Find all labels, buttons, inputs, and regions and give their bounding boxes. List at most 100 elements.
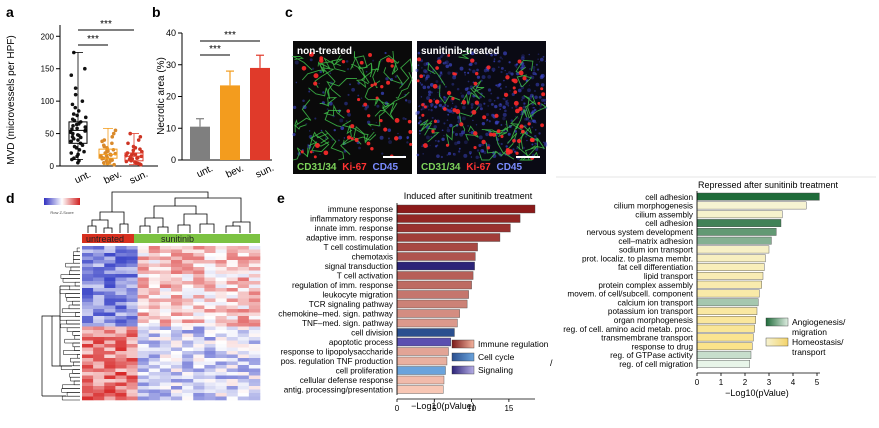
repressed-xlabel: −Log10(pValue) <box>725 388 789 398</box>
repressed-xtick-label: 3 <box>767 378 772 387</box>
a-point-unt <box>69 130 73 135</box>
repressed-bar-label: transmembrane transport <box>601 334 694 343</box>
repressed-legend-label: migration <box>792 327 827 337</box>
induced-bar-label: regulation of imm. response <box>292 281 393 290</box>
induced-bar-19 <box>396 385 444 394</box>
repressed-xtick-label: 1 <box>719 378 724 387</box>
repressed-bar-label: movem. of cell/subcell. component <box>567 290 693 299</box>
micrograph-right-title: sunitinib-treated <box>421 46 499 57</box>
induced-bar-label: cellular defense response <box>300 376 394 385</box>
panel-b-ylabel: Necrotic area (%) <box>156 57 167 135</box>
a-point-unt <box>80 99 85 103</box>
repressed-bar-label: prot. localiz. to plasma membr. <box>582 254 693 263</box>
repressed-bar-3 <box>696 219 782 227</box>
repressed-bar-label: cilium assembly <box>635 210 694 219</box>
induced-bar-label: T cell costimulation <box>324 243 394 252</box>
repressed-xtick-label: 0 <box>695 378 700 387</box>
heatmap <box>82 246 261 401</box>
induced-bar-9 <box>396 290 469 299</box>
a-point-bev <box>101 160 106 165</box>
panel-c-letter: c <box>285 4 293 20</box>
a-ytick-label: 150 <box>41 65 55 74</box>
group-label-sunitinib: sunitinib <box>161 234 194 244</box>
a-point-unt <box>69 139 74 144</box>
repressed-bar-8 <box>696 263 765 271</box>
b-ytick-label: 0 <box>171 155 176 165</box>
slash-mark: / <box>550 358 553 368</box>
a-point-unt <box>72 144 77 149</box>
a-xlabel: bev. <box>102 169 123 187</box>
a-point-unt <box>73 92 78 97</box>
a-point-unt <box>75 133 80 137</box>
b-ytick-label: 20 <box>166 92 176 102</box>
induced-bar-16 <box>396 356 448 366</box>
stain-cd45-left: CD45 <box>372 162 398 173</box>
induced-bar-0 <box>396 204 536 214</box>
induced-xtick-label: 15 <box>504 404 513 413</box>
stain-ki67-left: Ki-67 <box>342 162 367 173</box>
repressed-bar-19 <box>696 360 750 368</box>
repressed-bar-4 <box>696 227 777 236</box>
induced-bar-label: chemokine–med. sign. pathway <box>278 310 394 319</box>
induced-bar-label: T cell activation <box>337 272 394 281</box>
induced-bar-label: immune response <box>328 205 394 214</box>
a-ytick-label: 50 <box>45 130 54 139</box>
repressed-legend-swatch <box>765 317 789 327</box>
repressed-bar-11 <box>696 289 760 298</box>
induced-bar-1 <box>396 214 521 223</box>
a-point-bev <box>104 159 109 163</box>
micrograph-left-title: non-treated <box>297 46 352 57</box>
a-point-unt <box>83 115 88 120</box>
panel-c: c non-treated sunitinib-treated CD31/34 … <box>285 4 548 174</box>
induced-bar-label: chemotaxis <box>352 253 393 262</box>
a-point-unt <box>83 66 87 71</box>
b-ytick-label: 10 <box>166 123 176 133</box>
induced-bar-label: response to lipopolysaccharide <box>281 348 394 357</box>
repressed-bar-label: reg. of cell. amino acid metab. proc. <box>563 325 693 334</box>
repressed-bar-label: organ morphogenesis <box>614 316 693 325</box>
a-point-unt <box>75 126 79 131</box>
induced-bar-7 <box>396 271 474 280</box>
repressed-bar-14 <box>696 316 756 324</box>
repressed-bar-6 <box>696 245 770 254</box>
repressed-bar-17 <box>696 342 753 351</box>
stain-cd31-right: CD31/34 <box>421 162 461 173</box>
repressed-bar-label: response to drug <box>632 342 694 351</box>
induced-bar-3 <box>396 233 501 242</box>
a-point-unt <box>71 123 75 128</box>
induced-xlabel: −Log10(pValue) <box>411 401 475 411</box>
panel-e-right: Repressed after sunitinib treatment cell… <box>556 176 876 398</box>
a-xlabel: unt. <box>73 169 93 186</box>
panel-a: a MVD (microvessels per HPF) 0 50 100 150 20… <box>6 4 158 187</box>
group-label-untreated: untreated <box>86 234 124 244</box>
panel-d: d Row Z-Score untreated sunitinib <box>6 190 261 401</box>
repressed-legend-label: transport <box>792 347 826 357</box>
induced-xtick-label: 10 <box>467 404 476 413</box>
a-point-unt <box>82 149 86 154</box>
induced-bar-label: cell proliferation <box>336 367 394 376</box>
induced-legend-label: Signaling <box>478 365 513 375</box>
induced-legend-swatch <box>451 339 475 349</box>
induced-bar-10 <box>396 299 468 309</box>
repressed-title: Repressed after sunitinib treatment <box>698 180 839 190</box>
a-xlabel: sun. <box>128 169 150 187</box>
a-point-bev <box>98 154 103 159</box>
repressed-bar-label: cell adhesion <box>645 193 693 202</box>
a-point-sun <box>138 135 143 139</box>
induced-xtick-label: 0 <box>395 404 400 413</box>
a-point-bev <box>113 128 118 133</box>
b-ytick-label: 40 <box>166 28 176 38</box>
induced-bar-label: leukocyte migration <box>322 291 393 300</box>
induced-bar-label: TCR signaling pathway <box>309 300 394 309</box>
induced-bar-4 <box>396 242 478 252</box>
induced-legend-swatch <box>451 352 475 362</box>
induced-legend-label: Immune regulation <box>478 339 549 349</box>
repressed-bar-12 <box>696 298 759 307</box>
induced-legend-swatch <box>451 365 475 375</box>
a-point-bev <box>102 138 107 142</box>
repressed-bar-10 <box>696 280 763 289</box>
repressed-bar-label: cilium morphogenesis <box>614 202 693 211</box>
column-dendrogram <box>87 191 251 233</box>
panel-a-ylabel: MVD (microvessels per HPF) <box>6 35 17 164</box>
